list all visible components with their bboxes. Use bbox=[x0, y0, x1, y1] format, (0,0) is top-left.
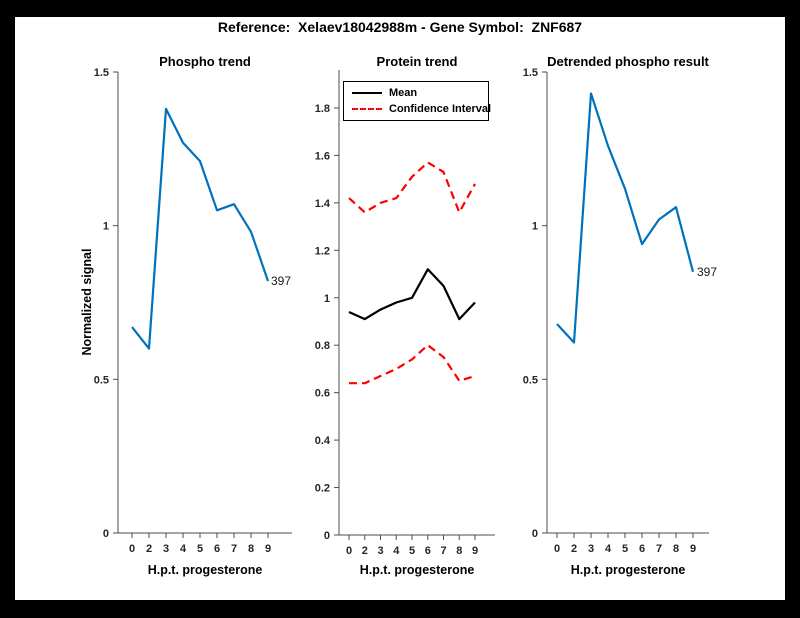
legend-line-sample-mean bbox=[352, 92, 382, 94]
y-tick-label: 0.5 bbox=[94, 374, 109, 386]
legend: Mean Confidence Interval bbox=[343, 81, 492, 121]
x-tick-label: 5 bbox=[197, 543, 203, 555]
figure-title: Reference: Xelaev18042988m - Gene Symbol… bbox=[217, 19, 583, 35]
series-line-detrended-phospho-signal bbox=[556, 92, 695, 344]
y-tick-label: 0 bbox=[324, 530, 330, 542]
y-tick-label: 0.4 bbox=[315, 435, 331, 447]
legend-label: Confidence Interval bbox=[389, 103, 492, 115]
y-tick-label: 1 bbox=[532, 221, 538, 233]
x-tick-label: 0 bbox=[346, 545, 352, 557]
x-axis-label: H.p.t. progesterone bbox=[359, 563, 475, 577]
series-line-phospho-signal bbox=[131, 107, 270, 350]
y-tick-label: 1.2 bbox=[315, 245, 330, 257]
x-tick-label: 7 bbox=[440, 545, 446, 557]
x-tick-label: 6 bbox=[639, 543, 645, 555]
series-line-lower-confidence-interval bbox=[349, 344, 476, 385]
x-axis-label: H.p.t. progesterone bbox=[147, 563, 263, 577]
y-tick-label: 0.5 bbox=[523, 374, 538, 386]
legend-entry-mean: Mean bbox=[344, 85, 488, 101]
x-tick-label: 4 bbox=[393, 545, 400, 557]
y-tick-label: 0 bbox=[532, 528, 538, 540]
x-tick-label: 2 bbox=[571, 543, 577, 555]
plots-svg: 00.511.50 2 3 4 5 6 7 8 900.20.40.60.811.21.41.6… bbox=[94, 67, 709, 557]
series-line-mean bbox=[348, 268, 476, 321]
chart-title-detrended-phospho: Detrended phospho result bbox=[547, 54, 709, 69]
x-tick-label: 9 bbox=[472, 545, 478, 557]
legend-label: Mean bbox=[389, 87, 418, 99]
y-tick-label: 1.5 bbox=[523, 67, 538, 79]
y-tick-label: 1.5 bbox=[94, 67, 109, 79]
endpoint-annotation: 397 bbox=[271, 274, 292, 288]
x-tick-label: 2 bbox=[146, 543, 152, 555]
axis-spines bbox=[546, 72, 709, 534]
x-tick-label: 9 bbox=[265, 543, 271, 555]
x-tick-label: 3 bbox=[163, 543, 169, 555]
x-tick-label: 6 bbox=[425, 545, 431, 557]
x-tick-label: 0 bbox=[129, 543, 135, 555]
x-tick-label: 7 bbox=[656, 543, 662, 555]
x-tick-label: 0 bbox=[554, 543, 560, 555]
x-tick-label: 9 bbox=[690, 543, 696, 555]
y-tick-label: 1 bbox=[324, 293, 330, 305]
series-line-upper-confidence-interval bbox=[348, 161, 476, 214]
y-tick-label: 0.6 bbox=[315, 388, 330, 400]
x-tick-label: 3 bbox=[377, 545, 383, 557]
x-tick-label: 8 bbox=[456, 545, 462, 557]
y-tick-label: 1.4 bbox=[315, 198, 331, 210]
y-tick-label: 0.8 bbox=[315, 340, 330, 352]
y-tick-label: 1.8 bbox=[315, 103, 330, 115]
x-axis-label: H.p.t. progesterone bbox=[570, 563, 686, 577]
x-tick-label: 4 bbox=[605, 543, 612, 555]
x-tick-label: 6 bbox=[214, 543, 220, 555]
axis-spines bbox=[117, 72, 292, 534]
chart-title-phospho-trend: Phospho trend bbox=[159, 54, 251, 69]
x-tick-label: 3 bbox=[588, 543, 594, 555]
y-axis-label: Normalized signal bbox=[80, 248, 94, 356]
figure-canvas: Reference: Xelaev18042988m - Gene Symbol… bbox=[15, 17, 785, 600]
x-tick-label: 5 bbox=[622, 543, 628, 555]
legend-entry-confidence-interval: Confidence Interval bbox=[344, 101, 492, 117]
y-tick-label: 0.2 bbox=[315, 483, 330, 495]
endpoint-annotation: 397 bbox=[697, 265, 718, 279]
x-tick-label: 8 bbox=[248, 543, 254, 555]
chart-title-protein-trend: Protein trend bbox=[376, 54, 458, 69]
y-tick-label: 1.6 bbox=[315, 150, 330, 162]
y-tick-label: 0 bbox=[103, 528, 109, 540]
axis-spines bbox=[338, 70, 495, 536]
x-tick-label: 8 bbox=[673, 543, 679, 555]
x-tick-label: 7 bbox=[231, 543, 237, 555]
x-tick-label: 4 bbox=[180, 543, 187, 555]
legend-line-sample-confidence-interval bbox=[352, 108, 382, 110]
x-tick-label: 5 bbox=[409, 545, 415, 557]
x-tick-label: 2 bbox=[362, 545, 368, 557]
y-tick-label: 1 bbox=[103, 221, 109, 233]
